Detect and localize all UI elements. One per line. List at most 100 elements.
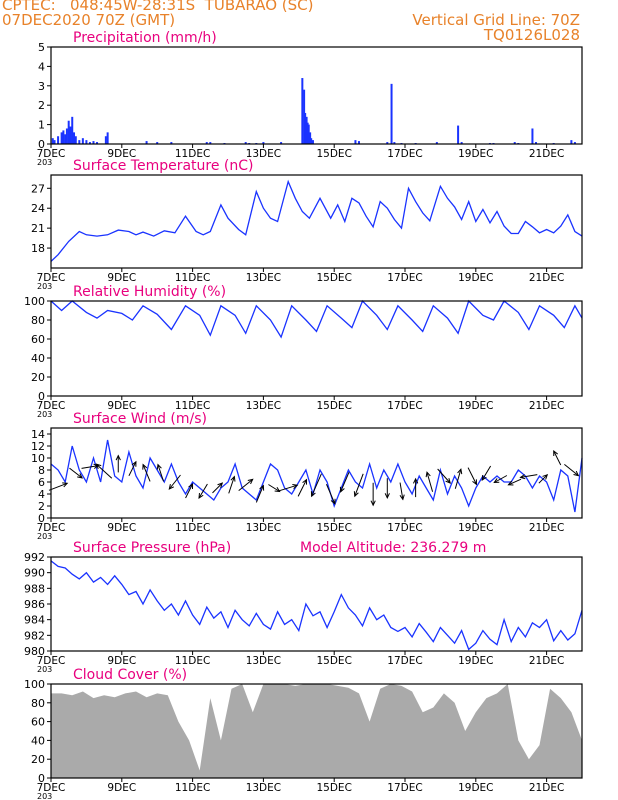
x-tick-label: 17DEC xyxy=(387,400,422,412)
x-tick-label: 19DEC xyxy=(458,400,493,412)
precipitation-panel: 0 1 2 3 4 5 7DEC 9DEC 11DEC 13DEC 15DEC 17DEC 19DEC 2… xyxy=(37,30,583,167)
wind-arrow xyxy=(310,473,322,498)
y-tick-label: 3 xyxy=(38,80,45,93)
precip-bar xyxy=(354,140,357,144)
pressure-frame xyxy=(50,556,583,652)
x-tick-label: 7DEC xyxy=(37,655,66,667)
x-tick-label: 7DEC xyxy=(37,782,66,794)
x-tick-label: 9DEC xyxy=(107,655,136,667)
temperature-panel: 18 21 24 27 7DEC 9DEC 11DEC 13DEC 15DEC 17DEC 19DE… xyxy=(31,158,583,291)
precip-bar xyxy=(53,140,56,144)
precip-bar xyxy=(69,126,72,144)
x-tick-label: 7DEC xyxy=(37,522,66,534)
humidity-series-line xyxy=(50,299,583,339)
x-tick-label: 19DEC xyxy=(458,655,493,667)
temperature-title: Surface Temperature (nC) xyxy=(73,158,254,174)
precip-bar xyxy=(435,142,438,144)
x-tick-label: 13DEC xyxy=(246,272,281,284)
header-line1: CPTEC: 048:45W-28:31S TUBARAO (SC) xyxy=(2,0,314,14)
y-tick-label: 24 xyxy=(31,202,45,215)
x-tick-label: 21DEC xyxy=(529,400,564,412)
humidity-frame xyxy=(50,300,583,397)
x-tick-label: 9DEC xyxy=(107,782,136,794)
x-tick-label: 19DEC xyxy=(458,522,493,534)
precip-bar xyxy=(307,124,310,144)
precip-bar xyxy=(85,140,88,144)
wind-arrow xyxy=(228,475,236,494)
x-tick-label: 17DEC xyxy=(387,522,422,534)
precip-bar xyxy=(531,128,534,144)
y-tick-label: 12 xyxy=(31,440,45,453)
cloud-cover-panel: 0 20 40 60 80 100 7DEC 9DEC 11DEC 13DEC 15DEC 17DEC… xyxy=(24,667,583,800)
wind-arrow xyxy=(238,478,254,491)
x-tick-label: 15DEC xyxy=(316,655,351,667)
cloud-cover-frame xyxy=(50,683,583,779)
x-tick-sublabel: 203 xyxy=(37,792,52,800)
y-tick-label: 980 xyxy=(24,645,45,658)
precip-bar xyxy=(57,136,60,144)
y-tick-label: 2 xyxy=(38,99,45,112)
x-tick-label: 15DEC xyxy=(316,272,351,284)
precip-bar xyxy=(310,138,313,144)
x-tick-label: 11DEC xyxy=(175,655,210,667)
precip-bar xyxy=(301,78,304,144)
wind-arrow xyxy=(353,473,364,498)
wind-arrow xyxy=(156,463,165,482)
wind-arrow xyxy=(48,482,69,491)
y-tick-label: 27 xyxy=(31,182,45,195)
y-tick-label: 20 xyxy=(31,371,45,384)
x-tick-label: 21DEC xyxy=(529,522,564,534)
wind-arrow xyxy=(454,468,463,489)
x-tick-label: 11DEC xyxy=(175,148,210,160)
wind-arrow xyxy=(384,478,390,499)
precip-bar xyxy=(64,134,67,144)
precip-bar xyxy=(92,141,95,144)
x-tick-label: 17DEC xyxy=(387,148,422,160)
y-tick-label: 6 xyxy=(38,476,45,489)
x-tick-label: 17DEC xyxy=(387,272,422,284)
precipitation-frame xyxy=(50,46,583,145)
precip-bar xyxy=(309,132,312,144)
precip-bar xyxy=(393,142,396,144)
x-tick-sublabel: 203 xyxy=(37,410,52,419)
precip-bar xyxy=(386,142,389,144)
y-tick-label: 20 xyxy=(31,753,45,766)
wind-arrow xyxy=(507,478,522,486)
y-tick-label: 0 xyxy=(38,512,45,525)
x-tick-label: 15DEC xyxy=(316,400,351,412)
wind-arrow xyxy=(564,464,580,477)
wind-arrow xyxy=(370,482,376,507)
x-tick-label: 7DEC xyxy=(37,400,66,412)
y-tick-label: 14 xyxy=(31,428,45,441)
x-tick-label: 9DEC xyxy=(107,522,136,534)
y-tick-label: 1 xyxy=(38,119,45,132)
wind-arrow xyxy=(142,463,151,482)
y-tick-label: 990 xyxy=(24,567,45,580)
x-tick-label: 9DEC xyxy=(107,272,136,284)
y-tick-label: 60 xyxy=(31,716,45,729)
wind-arrow xyxy=(128,460,137,477)
precip-bar xyxy=(106,132,109,144)
wind-arrow xyxy=(212,482,224,494)
y-tick-label: 2 xyxy=(38,500,45,513)
wind-arrow xyxy=(425,471,434,492)
temperature-frame xyxy=(50,174,583,269)
humidity-title: Relative Humidity (%) xyxy=(73,284,226,300)
temperature-series-line xyxy=(50,179,583,262)
wind-arrow xyxy=(553,449,562,466)
precip-bar xyxy=(156,142,159,144)
y-tick-label: 8 xyxy=(38,464,45,477)
precip-bar xyxy=(209,142,212,144)
x-tick-label: 19DEC xyxy=(458,272,493,284)
y-tick-label: 982 xyxy=(24,629,45,642)
y-tick-label: 0 xyxy=(38,138,45,151)
precip-bar xyxy=(262,142,265,144)
x-tick-label: 13DEC xyxy=(246,655,281,667)
wind-arrow xyxy=(278,483,299,492)
x-tick-label: 21DEC xyxy=(529,272,564,284)
y-tick-label: 100 xyxy=(24,295,45,308)
wind-arrow xyxy=(95,463,113,479)
x-tick-sublabel: 203 xyxy=(37,665,52,674)
y-tick-label: 80 xyxy=(31,697,45,710)
